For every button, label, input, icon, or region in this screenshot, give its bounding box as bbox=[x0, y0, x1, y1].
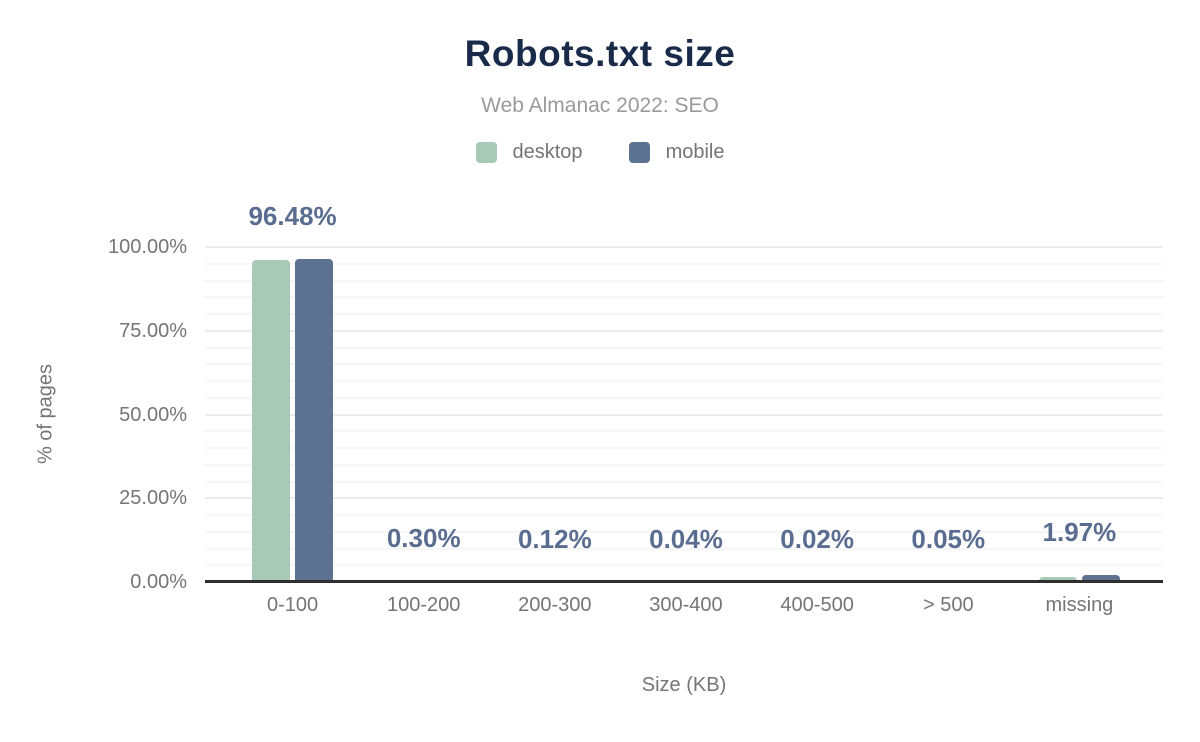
gridline bbox=[205, 480, 1163, 483]
legend-label-desktop: desktop bbox=[512, 141, 583, 163]
y-tick-label: 25.00% bbox=[119, 487, 187, 510]
gridline bbox=[205, 346, 1163, 349]
gridline bbox=[205, 530, 1163, 533]
category-group-> 500: 0.05% bbox=[883, 247, 1014, 582]
y-tick-label: 50.00% bbox=[119, 403, 187, 426]
desktop-bar[interactable] bbox=[1038, 576, 1077, 582]
category-group-400-500: 0.02% bbox=[752, 247, 883, 582]
bar-value-label: 0.04% bbox=[649, 523, 723, 554]
y-tick-label: 100.00% bbox=[108, 236, 187, 258]
gridline bbox=[205, 363, 1163, 366]
mobile-bar[interactable] bbox=[295, 258, 334, 582]
gridline bbox=[205, 413, 1163, 416]
y-tick-label: 75.00% bbox=[119, 319, 187, 342]
gridline bbox=[205, 380, 1163, 382]
category-group-0-100: 96.48% bbox=[227, 201, 358, 582]
category-group-100-200: 0.30% bbox=[358, 247, 489, 582]
bar-value-label: 0.02% bbox=[780, 523, 854, 554]
category-group-200-300: 0.12% bbox=[489, 247, 620, 582]
desktop-bar[interactable] bbox=[252, 260, 291, 582]
chart-title: Robots.txt size bbox=[464, 33, 736, 74]
gridline bbox=[205, 564, 1163, 567]
chart-legend: desktop mobile bbox=[0, 141, 1200, 164]
gridline bbox=[205, 262, 1163, 265]
bar-value-label: 0.30% bbox=[386, 523, 461, 553]
x-tick-label: 100-200 bbox=[387, 594, 461, 616]
gridline bbox=[205, 396, 1163, 399]
gridline bbox=[205, 463, 1163, 466]
x-tick-label: 300-400 bbox=[649, 594, 723, 616]
gridline bbox=[205, 447, 1163, 449]
bar-value-label: 0.05% bbox=[911, 523, 986, 554]
bar-value-label: 0.12% bbox=[517, 523, 592, 554]
mobile-swatch-icon bbox=[628, 142, 650, 163]
mobile-bar[interactable] bbox=[1081, 575, 1120, 582]
gridline bbox=[205, 296, 1163, 299]
x-tick-label: 200-300 bbox=[518, 594, 592, 616]
x-axis-title: Size (KB) bbox=[641, 674, 727, 696]
bars-layer: 96.48% 0.30% 0.12% 0.04% 0.02% 0.05% 1.97% bbox=[205, 201, 1163, 582]
gridline bbox=[205, 547, 1163, 550]
gridline bbox=[205, 514, 1163, 516]
chart-subtitle: Web Almanac 2022: SEO bbox=[481, 94, 719, 117]
legend-item-mobile[interactable]: mobile bbox=[628, 141, 725, 164]
bar-value-label: 1.97% bbox=[1042, 517, 1117, 548]
x-tick-label: 400-500 bbox=[780, 594, 854, 616]
legend-label-mobile: mobile bbox=[665, 141, 725, 163]
gridline bbox=[205, 279, 1163, 282]
legend-item-desktop[interactable]: desktop bbox=[475, 141, 583, 164]
bar-value-label: 96.48% bbox=[248, 200, 337, 231]
category-group-300-400: 0.04% bbox=[620, 247, 751, 582]
gridline bbox=[205, 497, 1163, 500]
x-axis-line bbox=[205, 580, 1163, 583]
gridline bbox=[205, 246, 1163, 248]
x-tick-label: > 500 bbox=[922, 594, 974, 616]
x-axis-tick-labels: 0-100 100-200 200-300 300-400 400-500 > 500 mi… bbox=[205, 594, 1163, 617]
gridline bbox=[205, 329, 1163, 332]
plot-area: 96.48% 0.30% 0.12% 0.04% 0.02% 0.05% 1.97% bbox=[205, 201, 1163, 583]
x-tick-label: 0-100 bbox=[266, 594, 319, 616]
y-tick-label: 0.00% bbox=[130, 571, 187, 593]
desktop-swatch-icon bbox=[475, 142, 497, 163]
y-axis-tick-labels: 0.00% 25.00% 50.00% 75.00% 100.00% bbox=[0, 236, 187, 593]
gridline bbox=[205, 313, 1163, 315]
category-group-missing: 1.97% bbox=[1014, 247, 1145, 582]
x-tick-label: missing bbox=[1045, 594, 1114, 616]
gridline bbox=[205, 430, 1163, 433]
